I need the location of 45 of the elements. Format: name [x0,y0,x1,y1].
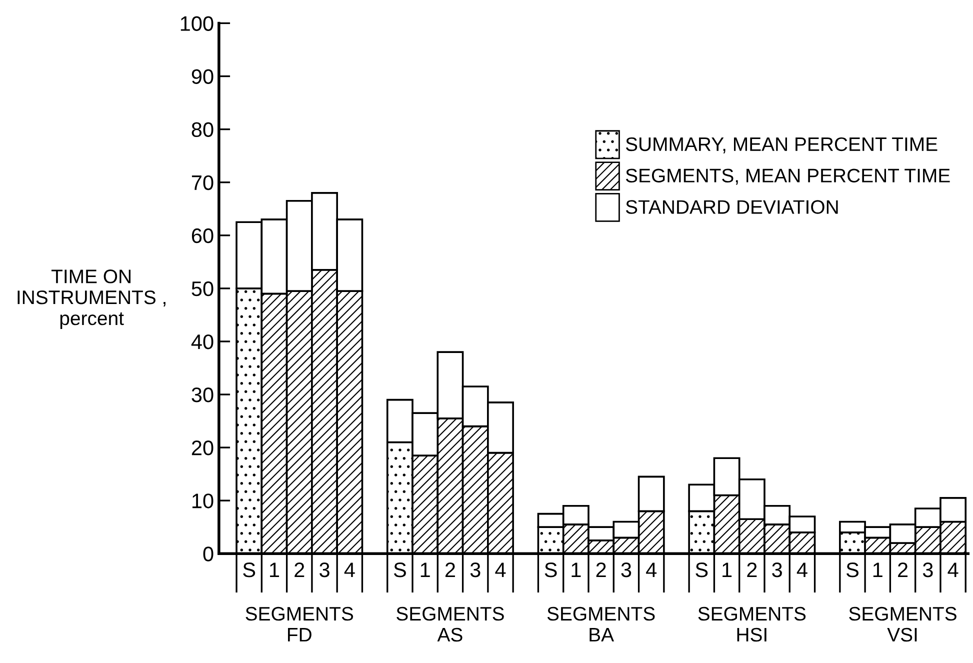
y-tick-label: 50 [192,281,214,296]
y-tick-label: 70 [192,175,214,190]
x-tick-label: 1 [270,562,280,578]
y-tick-label: 90 [192,69,214,84]
y-tick-label: 40 [191,334,214,350]
text: SEGMENTS HSI [698,606,806,642]
x-tick-label: 1 [722,562,732,578]
x-tick-label: 3 [922,562,933,578]
x-tick-label: 1 [873,562,882,578]
y-tick-label: 0 [203,546,214,562]
x-tick-label: S [243,562,256,578]
y-tick-label: 20 [192,440,214,456]
text: SEGMENTS FD [246,606,354,642]
x-tick-label: S [846,562,858,578]
x-tick-label: 1 [572,562,581,578]
x-tick-label: 2 [747,562,757,578]
x-tick-label: S [696,562,708,578]
y-tick-label: 80 [192,122,214,138]
x-tick-label: 3 [772,562,782,578]
legend-label: STANDARD DEVIATION [626,200,838,214]
x-tick-label: 3 [621,562,632,578]
x-tick-label: 3 [320,562,330,578]
text: SEGMENTS VSI [849,606,956,642]
x-tick-label: 4 [646,562,657,578]
y-axis-title: TIME ON INSTRUMENTS , percent [18,270,166,330]
x-tick-label: 4 [948,562,958,578]
x-tick-label: 3 [470,562,480,578]
y-tick-label: 60 [192,228,214,244]
x-tick-label: 2 [898,562,908,578]
x-tick-label: 4 [344,562,355,578]
x-tick-label: 4 [495,562,506,578]
y-tick-label: 10 [192,494,214,508]
y-tick-label: 100 [180,16,214,31]
text: SEGMENTS AS [396,606,504,642]
x-tick-label: 2 [445,562,455,578]
x-tick-label: 2 [294,562,304,578]
legend-label: SEGMENTS, MEAN PERCENT TIME [626,168,950,185]
x-tick-label: S [544,562,557,578]
y-tick-label: 30 [192,387,214,402]
legend-label: SUMMARY, MEAN PERCENT TIME [626,137,938,154]
x-tick-label: 1 [420,562,430,578]
x-tick-label: 2 [596,562,606,578]
x-tick-label: 4 [796,562,808,578]
text: SEGMENTS BA [547,606,655,642]
x-tick-label: S [394,562,406,578]
